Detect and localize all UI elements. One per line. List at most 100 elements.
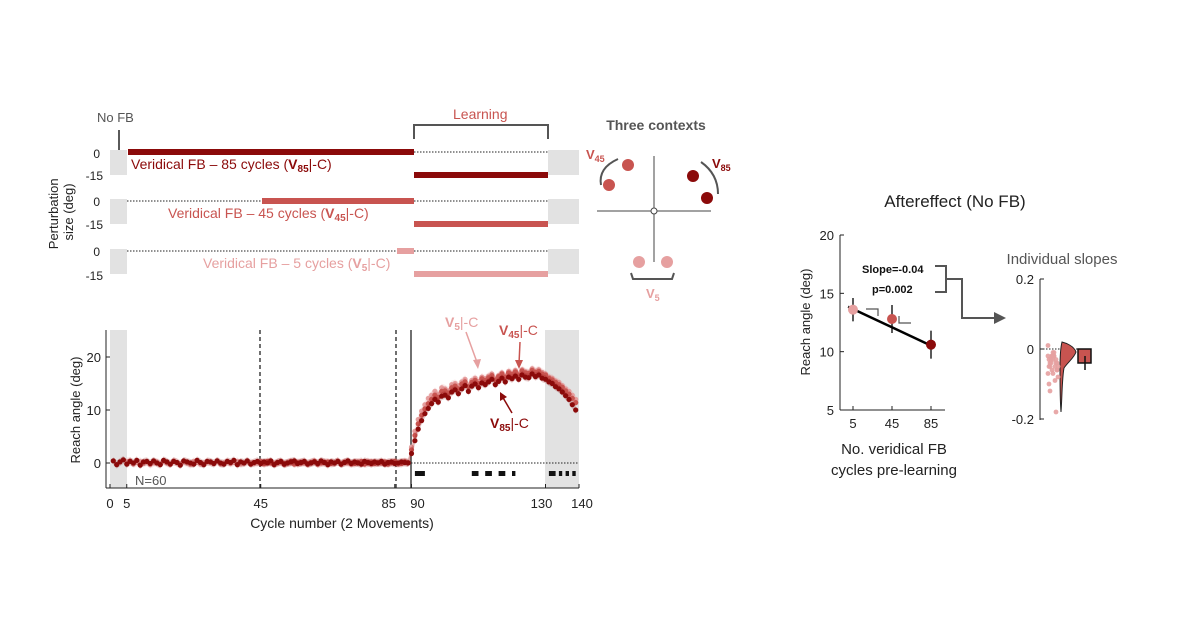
series-2-point-127 <box>536 372 542 378</box>
v85-context-label: V85 <box>712 156 731 173</box>
aftereffect-panel: Aftereffect (No FB) 5 10 15 20 5 45 85 Slope=-… <box>798 192 1026 479</box>
v85-target-1 <box>687 170 699 182</box>
series-2-point-3 <box>120 457 126 463</box>
c-pair-bracket-2 <box>898 316 911 324</box>
learning-label: Learning <box>453 106 508 122</box>
significance-bar-1 <box>471 471 479 476</box>
shade-left-row2 <box>110 199 127 224</box>
series-1-point-45 <box>408 447 415 453</box>
shade-right-row1 <box>548 150 579 175</box>
v5-label-arrowhead <box>473 359 481 369</box>
p-text: p=0.002 <box>872 284 913 296</box>
series-1-point-64 <box>472 377 478 383</box>
v85-target-2 <box>701 192 713 204</box>
series-2-point-121 <box>516 376 522 382</box>
row2-tick-m15: -15 <box>86 218 104 232</box>
series-2-point-113 <box>489 376 495 382</box>
series-2-point-90 <box>412 438 418 444</box>
perturbation-ylabel: Perturbation size (deg) <box>46 175 76 249</box>
series-1-point-76 <box>512 369 519 375</box>
row3-veridical-bar <box>397 248 414 254</box>
series-2-point-134 <box>559 389 565 395</box>
row1-tick-m15: -15 <box>86 169 104 183</box>
d-individual-point-0 <box>1045 343 1051 348</box>
v5-bracket <box>630 272 675 280</box>
d-marks-group <box>1045 341 1092 415</box>
v85-series-label: V85|-C <box>490 415 529 434</box>
series-2-point-104 <box>459 386 465 392</box>
series-1-point-72 <box>499 371 505 377</box>
contexts-origin <box>650 207 658 215</box>
row1-label: Veridical FB – 85 cycles (V85|-C) <box>131 156 332 175</box>
d-ticks-group: -0.2 0 0.2 <box>1012 272 1044 427</box>
b-xtick-label-5: 5 <box>123 496 130 511</box>
significance-bar-3 <box>498 471 506 476</box>
series-2-point-109 <box>475 385 482 391</box>
series-1-point-46 <box>412 432 418 438</box>
v45-label-arrowhead <box>515 360 523 369</box>
d-individual-point-8 <box>1055 374 1061 380</box>
c-xlabel-line1: No. veridical FB <box>841 441 947 458</box>
d-individual-point-29 <box>1051 353 1057 359</box>
n-label: N=60 <box>135 473 166 488</box>
c-point-5 <box>848 304 858 315</box>
b-xtick-label-0: 0 <box>106 496 113 511</box>
row3-label: Veridical FB – 5 cycles (V5|-C) <box>203 255 390 274</box>
series-2-point-133 <box>556 386 562 392</box>
row1-tick-0: 0 <box>93 147 100 161</box>
learning-bracket <box>413 124 549 139</box>
v5-label-arrow <box>465 331 479 366</box>
b-xtick-label-85: 85 <box>382 496 396 511</box>
d-individual-point-11 <box>1045 371 1051 376</box>
shade-right-row2 <box>548 199 579 224</box>
row2-tick-0: 0 <box>93 195 100 209</box>
c-ytick-label-10: 10 <box>820 345 834 360</box>
row2-perturb-bar <box>414 221 548 227</box>
series-2-point-97 <box>435 399 441 405</box>
b-xtick-label-130: 130 <box>531 496 553 511</box>
series-2-point-36 <box>231 457 237 463</box>
series-2-point-135 <box>563 393 569 399</box>
series-2-point-94 <box>425 405 431 411</box>
row2-veridical-bar <box>262 198 414 204</box>
v45-context-label: V45 <box>586 147 605 164</box>
series-2-point-114 <box>492 382 498 388</box>
c-xlabel-line2: cycles pre-learning <box>831 462 957 479</box>
c-xtick-label-85: 85 <box>924 416 938 431</box>
series-2-point-0 <box>110 458 116 464</box>
c-ytick-label-20: 20 <box>820 228 834 243</box>
slope-text: Slope=-0.04 <box>862 264 924 276</box>
row3-tick-0: 0 <box>93 245 100 259</box>
d-individual-point-21 <box>1052 378 1058 383</box>
d-ytick-label-0.2: 0.2 <box>1016 272 1034 287</box>
row1-perturb-bar <box>414 172 548 178</box>
b-ytick-label-20: 20 <box>87 350 101 365</box>
d-ytick-label--0.2: -0.2 <box>1012 412 1034 427</box>
series-2-point-47 <box>268 458 274 464</box>
b-ylabel: Reach angle (deg) <box>68 357 83 464</box>
v85-label-arrowhead <box>500 392 507 401</box>
series-1-point-47 <box>415 421 421 427</box>
no-fb-label: No FB <box>97 110 134 125</box>
series-2-point-138 <box>573 407 579 413</box>
series-2-point-108 <box>472 381 478 387</box>
series-2-point-14 <box>157 462 163 468</box>
series-2-point-27 <box>201 462 207 468</box>
c-marks-group <box>847 298 936 359</box>
series-2-point-137 <box>569 402 575 408</box>
row1-veridical-bar <box>128 149 414 155</box>
slope-arrowhead <box>994 312 1006 324</box>
row3-perturb-bar <box>414 271 548 277</box>
significance-bar-6 <box>558 471 563 476</box>
series-2-point-136 <box>566 396 572 402</box>
d-individual-point-28 <box>1047 364 1053 369</box>
series-2-point-120 <box>512 373 519 379</box>
shade-baseline-nofb <box>110 330 127 488</box>
series-2-point-91 <box>415 426 421 432</box>
c-ylabel: Reach angle (deg) <box>798 269 813 376</box>
shade-left-row1 <box>110 150 127 175</box>
c-ytick-label-5: 5 <box>827 403 834 418</box>
d-individual-point-14 <box>1046 381 1052 387</box>
b-xtick-label-140: 140 <box>571 496 593 511</box>
c-fit-line <box>847 305 935 349</box>
